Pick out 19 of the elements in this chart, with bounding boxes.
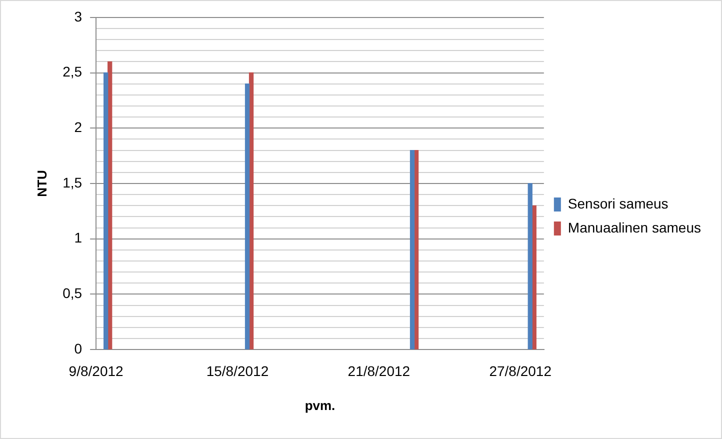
y-tick-label: 1 bbox=[74, 230, 82, 246]
bar bbox=[244, 84, 250, 350]
legend-label: Manuaalinen sameus bbox=[568, 219, 702, 236]
bar bbox=[104, 72, 108, 350]
bar bbox=[528, 183, 532, 350]
x-tick-label: 21/8/2012 bbox=[348, 362, 410, 379]
y-tick-label: 1,5 bbox=[62, 174, 82, 190]
y-tick-label: 0,5 bbox=[62, 285, 82, 302]
x-tick-label: 15/8/2012 bbox=[206, 362, 269, 379]
y-tick-label: 2,5 bbox=[62, 64, 82, 80]
x-tick-label: 27/8/2012 bbox=[489, 362, 552, 379]
bar bbox=[410, 150, 415, 350]
x-axis-title: pvm. bbox=[304, 398, 336, 413]
y-tick-label: 0 bbox=[74, 340, 82, 356]
y-tick-label: 3 bbox=[74, 8, 82, 24]
y-tick-label: 2 bbox=[74, 118, 82, 135]
legend-label: Sensori sameus bbox=[568, 195, 668, 212]
x-tick-label: 9/8/2012 bbox=[68, 362, 124, 379]
y-axis-title: NTU bbox=[34, 170, 50, 197]
